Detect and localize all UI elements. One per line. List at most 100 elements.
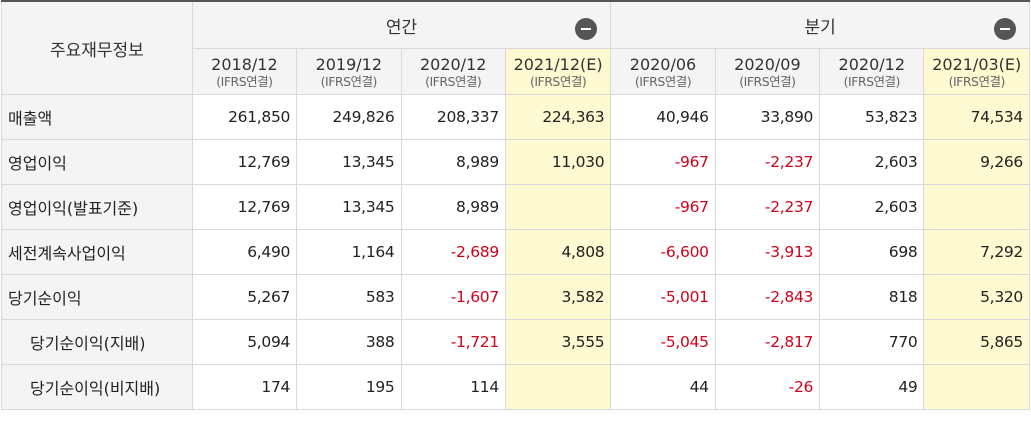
row-label: 세전계속사업이익	[1, 229, 193, 275]
table-cell: -6,600	[610, 229, 716, 275]
table-cell: -967	[610, 184, 716, 230]
financial-summary-table: 주요재무정보 연간 분기 2018/12 (IFRS연결) 2019/12 (IFRS…	[1, 0, 1030, 410]
table-cell: 261,850	[191, 94, 298, 140]
group-annual-label: 연간	[385, 17, 418, 38]
row-label: 당기순이익(비지배)	[1, 364, 193, 410]
column-period: 2020/06	[629, 54, 697, 74]
table-row: 당기순이익(비지배) 174 195 114 44 -26 49	[1, 364, 1030, 410]
column-header: 2019/12 (IFRS연결)	[296, 48, 402, 95]
table-cell: -967	[610, 139, 716, 185]
table-cell: 11,030	[504, 139, 612, 185]
row-label: 영업이익	[1, 139, 193, 185]
table-cell: -1,607	[400, 274, 506, 320]
column-header: 2021/12(E) (IFRS연결)	[504, 48, 612, 95]
table-cell: 40,946	[610, 94, 716, 140]
table-cell: 12,769	[191, 184, 298, 230]
column-header: 2021/03(E) (IFRS연결)	[923, 48, 1030, 95]
column-basis: (IFRS연결)	[948, 73, 1006, 89]
table-cell: -5,045	[610, 319, 716, 365]
row-label: 당기순이익(지배)	[1, 319, 193, 365]
table-cell: 44	[610, 364, 716, 410]
table-cell: 74,534	[923, 94, 1030, 140]
table-row: 영업이익(발표기준) 12,769 13,345 8,989 -967 -2,237 2,6…	[1, 184, 1030, 230]
column-period: 2019/12	[315, 54, 383, 74]
table-cell: 3,582	[504, 274, 612, 320]
table-cell: 5,320	[923, 274, 1030, 320]
table-body: 매출액 261,850 249,826 208,337 224,363 40,946 33,…	[1, 94, 1030, 410]
column-header: 2020/12 (IFRS연결)	[400, 48, 506, 95]
table-cell: 818	[819, 274, 925, 320]
table-cell: 49	[819, 364, 925, 410]
table-cell: 3,555	[504, 319, 612, 365]
table-cell: 6,490	[191, 229, 298, 275]
minus-circle-icon[interactable]	[994, 18, 1016, 40]
column-basis: (IFRS연결)	[739, 73, 796, 89]
table-row: 당기순이익 5,267 583 -1,607 3,582 -5,001 -2,843 818 5…	[1, 274, 1030, 320]
table-cell: 7,292	[923, 229, 1030, 275]
table-cell: 4,808	[504, 229, 612, 275]
minus-circle-icon[interactable]	[575, 18, 598, 40]
column-header-row: 2018/12 (IFRS연결) 2019/12 (IFRS연결) 2020/12 (IF…	[2, 48, 1030, 95]
group-header-row: 주요재무정보 연간 분기	[1, 0, 1030, 95]
corner-label: 주요재무정보	[1, 0, 193, 95]
table-cell: 9,266	[923, 139, 1030, 185]
column-period: 2020/12	[419, 54, 487, 74]
table-cell	[504, 184, 612, 230]
table-row: 세전계속사업이익 6,490 1,164 -2,689 4,808 -6,600 -3,91…	[1, 229, 1030, 275]
table-cell: -2,237	[714, 139, 821, 185]
group-annual: 연간	[191, 0, 612, 49]
table-cell: 5,267	[191, 274, 298, 320]
table-cell: -26	[714, 364, 821, 410]
column-header: 2020/09 (IFRS연결)	[714, 48, 821, 95]
table-row: 매출액 261,850 249,826 208,337 224,363 40,946 33,…	[1, 94, 1030, 140]
column-period: 2020/09	[734, 54, 801, 74]
table-cell: 8,989	[400, 184, 506, 230]
table-cell: -2,689	[400, 229, 506, 275]
column-header: 2018/12 (IFRS연결)	[191, 48, 298, 95]
row-label: 당기순이익	[1, 274, 193, 320]
column-period: 2021/03(E)	[932, 54, 1022, 74]
table-cell: 174	[191, 364, 298, 410]
column-basis: (IFRS연결)	[320, 73, 378, 89]
table-row: 영업이익 12,769 13,345 8,989 11,030 -967 -2,237 2,6…	[1, 139, 1030, 185]
table-cell: -1,721	[400, 319, 506, 365]
table-cell: 53,823	[819, 94, 925, 140]
table-cell	[504, 364, 612, 410]
column-header: 2020/12 (IFRS연결)	[819, 48, 925, 95]
row-label: 매출액	[1, 94, 193, 140]
column-basis: (IFRS연결)	[425, 73, 482, 89]
table-cell: 195	[296, 364, 402, 410]
table-cell: 33,890	[714, 94, 821, 140]
table-cell: 13,345	[296, 184, 402, 230]
table-cell: 249,826	[296, 94, 402, 140]
column-basis: (IFRS연결)	[843, 73, 901, 89]
table-cell: 388	[296, 319, 402, 365]
table-cell: 698	[819, 229, 925, 275]
column-basis: (IFRS연결)	[529, 73, 587, 89]
table-cell: 12,769	[191, 139, 298, 185]
table-cell: 8,989	[400, 139, 506, 185]
group-quarterly-label: 분기	[804, 17, 836, 38]
column-period: 2021/12(E)	[513, 54, 603, 74]
table-cell: 770	[819, 319, 925, 365]
table-cell: -2,843	[714, 274, 821, 320]
column-header: 2020/06 (IFRS연결)	[610, 48, 716, 95]
table-cell: 114	[400, 364, 506, 410]
table-cell: 583	[296, 274, 402, 320]
table-cell: 2,603	[819, 184, 925, 230]
table-cell: 13,345	[296, 139, 402, 185]
table-row: 당기순이익(지배) 5,094 388 -1,721 3,555 -5,045 -2,817…	[1, 319, 1030, 365]
table-cell: -2,817	[714, 319, 821, 365]
table-cell: 1,164	[296, 229, 402, 275]
table-cell: 5,094	[191, 319, 298, 365]
column-basis: (IFRS연결)	[216, 73, 273, 89]
table-cell: 208,337	[400, 94, 506, 140]
table-cell	[923, 184, 1030, 230]
table-cell: -5,001	[610, 274, 716, 320]
table-cell: 5,865	[923, 319, 1030, 365]
table-cell: -2,237	[714, 184, 821, 230]
table-cell: -3,913	[714, 229, 821, 275]
column-period: 2018/12	[211, 54, 278, 74]
group-quarterly: 분기	[610, 0, 1030, 49]
